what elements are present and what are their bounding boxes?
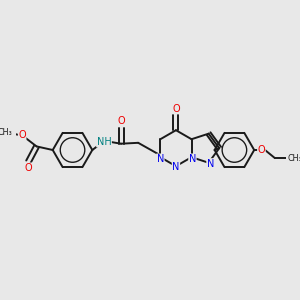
Text: O: O [258, 145, 265, 155]
Text: O: O [117, 116, 125, 126]
Text: N: N [207, 159, 214, 169]
Text: N: N [189, 154, 196, 164]
Text: CH₃: CH₃ [287, 154, 300, 163]
Text: O: O [18, 130, 26, 140]
Text: O: O [172, 103, 180, 114]
Text: O: O [25, 163, 32, 173]
Text: N: N [157, 154, 164, 164]
Text: NH: NH [97, 137, 111, 147]
Text: N: N [172, 162, 180, 172]
Text: CH₃: CH₃ [0, 128, 12, 137]
